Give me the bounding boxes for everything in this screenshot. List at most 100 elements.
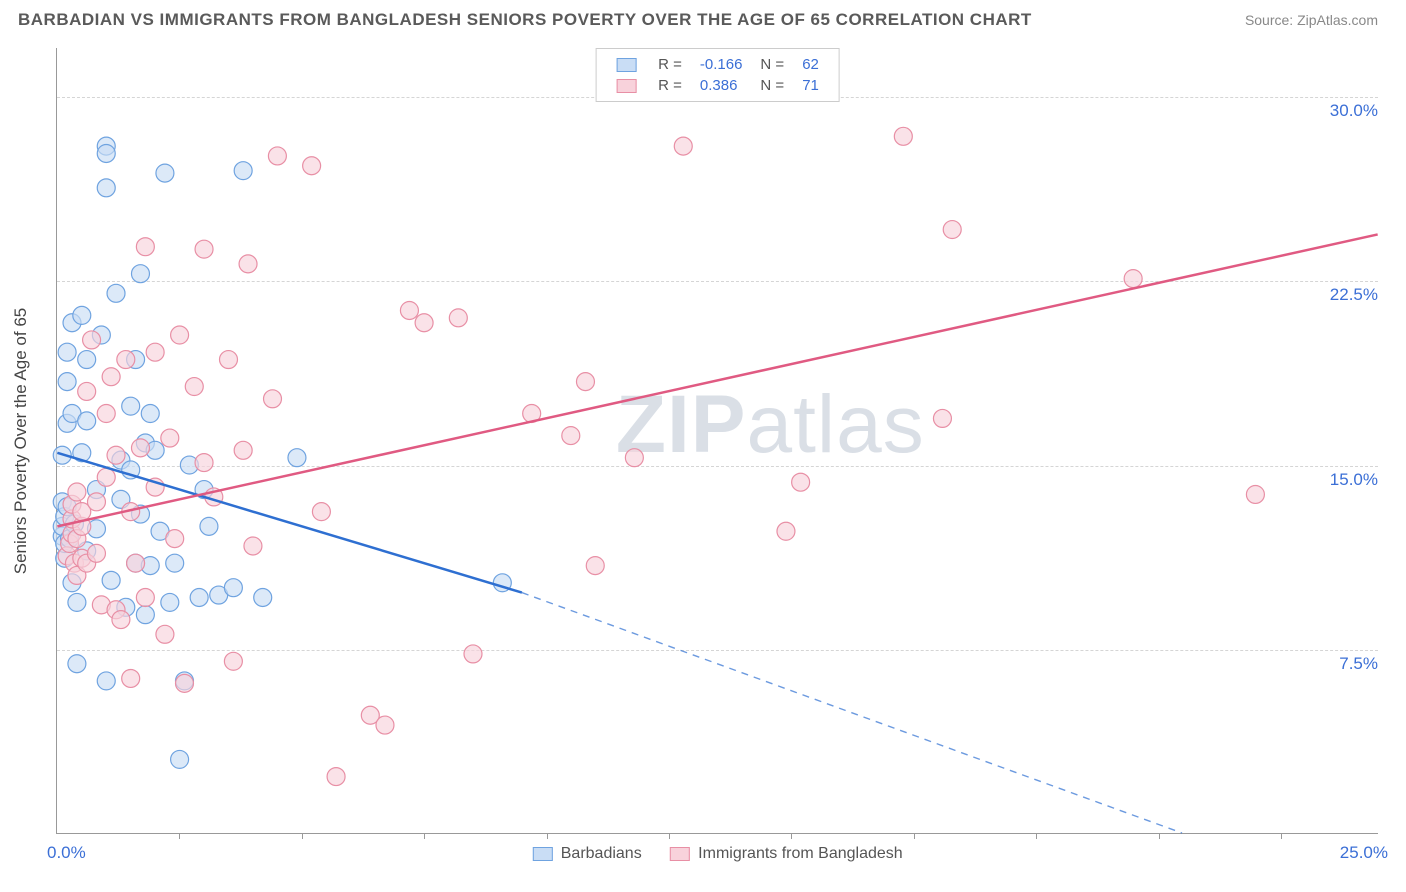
chart-title: BARBADIAN VS IMMIGRANTS FROM BANGLADESH … [18, 10, 1032, 30]
barbadians-point [97, 179, 115, 197]
barbadians-point [78, 412, 96, 430]
barbadians-point [200, 517, 218, 535]
bangladesh-point [586, 557, 604, 575]
barbadians-point [136, 606, 154, 624]
n-label: N = [752, 55, 792, 74]
bangladesh-point [156, 625, 174, 643]
barbadians-point [288, 449, 306, 467]
barbadians-point [73, 306, 91, 324]
bangladesh-point [268, 147, 286, 165]
bangladesh-point [224, 652, 242, 670]
bangladesh-point [943, 221, 961, 239]
bangladesh-point [933, 409, 951, 427]
bangladesh-point [131, 439, 149, 457]
x-axis-min-label: 0.0% [47, 843, 86, 863]
x-tick [424, 833, 425, 839]
corr-row-bangladesh: R =0.386N =71 [608, 76, 827, 95]
bangladesh-point [195, 240, 213, 258]
r-value: -0.166 [692, 55, 751, 74]
barbadians-point [78, 351, 96, 369]
bangladesh-point [102, 368, 120, 386]
chart-plot-area: Seniors Poverty Over the Age of 65 7.5%1… [56, 48, 1378, 834]
corr-row-barbadians: R =-0.166N =62 [608, 55, 827, 74]
bangladesh-point [83, 331, 101, 349]
barbadians-point [166, 554, 184, 572]
bangladesh-point [777, 522, 795, 540]
bangladesh-point [415, 314, 433, 332]
bangladesh-point [264, 390, 282, 408]
x-tick [914, 833, 915, 839]
source-link[interactable]: ZipAtlas.com [1297, 12, 1378, 28]
barbadians-point [102, 571, 120, 589]
bangladesh-point [97, 405, 115, 423]
r-label: R = [650, 55, 690, 74]
swatch-icon [616, 58, 636, 72]
bangladesh-point [239, 255, 257, 273]
bangladesh-point [1246, 485, 1264, 503]
barbadians-point [131, 265, 149, 283]
bangladesh-point [625, 449, 643, 467]
r-value: 0.386 [692, 76, 751, 95]
bangladesh-point [792, 473, 810, 491]
bangladesh-point [78, 382, 96, 400]
bangladesh-point [146, 343, 164, 361]
bangladesh-point [136, 589, 154, 607]
barbadians-point [254, 589, 272, 607]
barbadians-point [58, 343, 76, 361]
bangladesh-point [87, 493, 105, 511]
bangladesh-point [112, 611, 130, 629]
bangladesh-point [122, 669, 140, 687]
bangladesh-point [303, 157, 321, 175]
barbadians-point [122, 397, 140, 415]
bangladesh-point [327, 768, 345, 786]
bangladesh-trendline [57, 234, 1377, 526]
series-legend: Barbadians Immigrants from Bangladesh [518, 845, 916, 863]
bangladesh-point [87, 544, 105, 562]
bangladesh-point [171, 326, 189, 344]
x-tick [1281, 833, 1282, 839]
bangladesh-point [234, 441, 252, 459]
n-label: N = [752, 76, 792, 95]
bangladesh-point [97, 468, 115, 486]
legend-item-bangladesh: Immigrants from Bangladesh [670, 845, 903, 863]
bangladesh-point [185, 378, 203, 396]
bangladesh-point [107, 446, 125, 464]
barbadians-point [107, 284, 125, 302]
bangladesh-point [376, 716, 394, 734]
n-value: 62 [794, 55, 827, 74]
bangladesh-point [312, 503, 330, 521]
x-axis-max-label: 25.0% [1340, 843, 1388, 863]
bangladesh-point [1124, 270, 1142, 288]
bangladesh-point [220, 351, 238, 369]
x-tick [302, 833, 303, 839]
barbadians-point [234, 162, 252, 180]
barbadians-point [224, 579, 242, 597]
barbadians-point [156, 164, 174, 182]
barbadians-point [58, 373, 76, 391]
bangladesh-point [175, 674, 193, 692]
bangladesh-point [195, 454, 213, 472]
correlation-legend: R =-0.166N =62 R =0.386N =71 [595, 48, 840, 102]
bangladesh-point [68, 483, 86, 501]
source-attribution: Source: ZipAtlas.com [1245, 12, 1378, 28]
bangladesh-point [674, 137, 692, 155]
bangladesh-point [400, 301, 418, 319]
barbadians-point [141, 405, 159, 423]
x-tick [179, 833, 180, 839]
barbadians-point [171, 750, 189, 768]
swatch-icon [532, 847, 552, 861]
bangladesh-point [464, 645, 482, 663]
barbadians-point [190, 589, 208, 607]
bangladesh-point [117, 351, 135, 369]
legend-label: Immigrants from Bangladesh [698, 845, 903, 862]
r-label: R = [650, 76, 690, 95]
x-tick [669, 833, 670, 839]
barbadians-point [97, 144, 115, 162]
x-tick [1036, 833, 1037, 839]
bangladesh-point [449, 309, 467, 327]
bangladesh-point [576, 373, 594, 391]
swatch-icon [670, 847, 690, 861]
swatch-icon [616, 79, 636, 93]
barbadians-point [97, 672, 115, 690]
x-tick [791, 833, 792, 839]
